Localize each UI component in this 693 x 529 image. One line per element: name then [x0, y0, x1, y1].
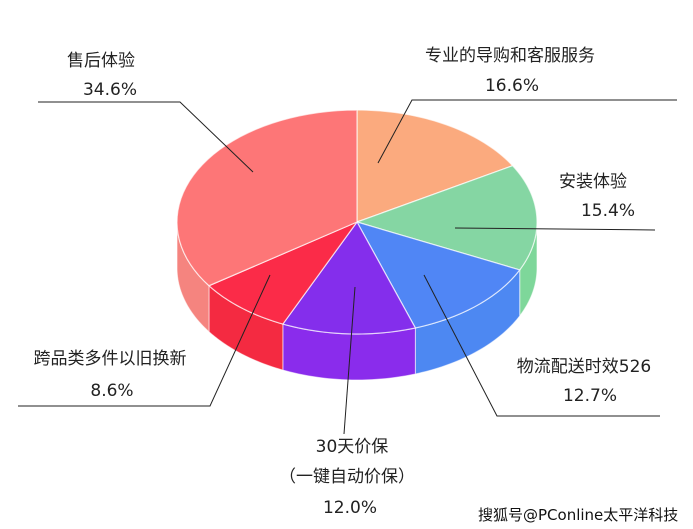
slice-value-1: 15.4% [581, 201, 635, 221]
slice-label-4: 跨品类多件以旧换新 [34, 349, 187, 369]
slice-label-1: 安装体验 [559, 172, 627, 192]
leader-line-0 [377, 99, 677, 164]
slice-value-2: 12.7% [563, 386, 617, 406]
pie-slice-2 [355, 221, 521, 329]
pie-slice-5 [176, 109, 358, 287]
leader-line-1 [454, 227, 656, 231]
leader-line-4 [18, 274, 271, 407]
pie-slice-0 [356, 109, 514, 223]
slice-value-3: 12.0% [323, 498, 377, 518]
leader-line-3 [343, 286, 356, 435]
slice-label-3b: （一键自动价保） [279, 467, 415, 487]
slice-label-5: 售后体验 [67, 51, 135, 71]
watermark: 搜狐号@PConline太平洋科技 [478, 506, 678, 524]
slice-value-5: 34.6% [83, 80, 137, 100]
leader-line-2 [423, 274, 660, 417]
slice-label-2: 物流配送时效526 [517, 357, 651, 377]
slice-value-0: 16.6% [485, 76, 539, 96]
pie-slice-3 [281, 220, 417, 335]
leader-line-5 [38, 101, 254, 173]
slice-label-0: 专业的导购和客服服务 [425, 46, 595, 66]
slice-label-3: 30天价保 [316, 437, 389, 457]
pie-slice-1 [355, 164, 538, 271]
pie-slice-4 [207, 220, 359, 325]
slice-value-4: 8.6% [90, 381, 133, 401]
leader-lines [18, 99, 677, 435]
